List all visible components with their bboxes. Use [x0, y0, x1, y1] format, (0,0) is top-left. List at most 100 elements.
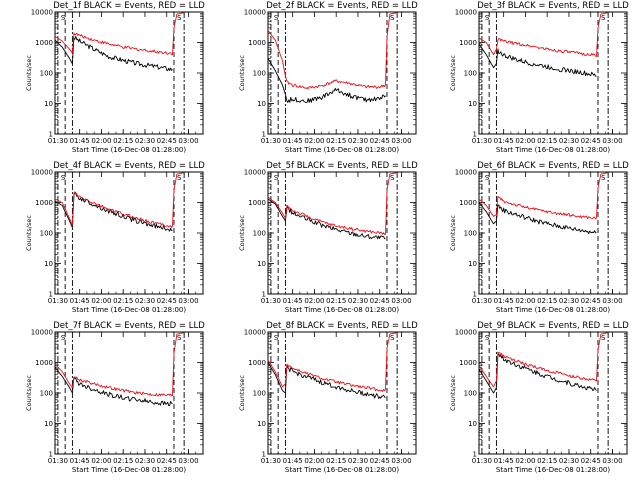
plot-frame [54, 11, 204, 135]
events-series-line [478, 43, 597, 77]
plot-frame [267, 171, 417, 295]
y-tick-label: 1 [49, 291, 53, 299]
y-tick-label: 10 [44, 260, 53, 268]
x-tick-label: 01:30 [48, 457, 68, 465]
x-tick-label: 02:15 [113, 297, 133, 305]
lld-series-line [478, 172, 609, 220]
y-tick-label: 1000 [35, 199, 53, 207]
y-tick-label: 10000 [31, 9, 53, 17]
x-tick-label: 02:45 [157, 137, 177, 145]
start-marker-label: S [61, 14, 66, 22]
y-axis-label: Counts/sec [449, 375, 457, 411]
x-tick-label: 01:30 [472, 457, 492, 465]
y-tick-label: 1 [473, 131, 477, 139]
chart-panel-3: Det_3f BLACK = Events, RED = LLD 1 10 100 10… [449, 1, 629, 154]
x-tick-label: 03:00 [178, 297, 198, 305]
x-tick-label: 02:15 [113, 137, 133, 145]
lld-series-line [478, 12, 609, 57]
start-marker-label: S [485, 174, 490, 182]
y-tick-label: 100 [40, 230, 53, 238]
x-tick-label: 01:45 [494, 297, 514, 305]
chart-panel-8: Det_8f BLACK = Events, RED = LLD 1 10 100 10… [238, 321, 418, 474]
y-axis-label: Counts/sec [238, 55, 246, 91]
y-tick-label: 10000 [244, 169, 266, 177]
y-tick-label: 10000 [31, 329, 53, 337]
start-marker-label: S [485, 334, 490, 342]
y-tick-label: 100 [464, 70, 477, 78]
y-axis-label: Counts/sec [449, 55, 457, 91]
chart-title: Det_9f BLACK = Events, RED = LLD [477, 321, 629, 331]
y-tick-label: 10 [468, 420, 477, 428]
x-axis-label: Start Time (16-Dec-08 01:28:00) [285, 466, 399, 474]
y-tick-label: 100 [464, 230, 477, 238]
x-tick-label: 02:45 [581, 297, 601, 305]
x-tick-label: 02:15 [326, 457, 346, 465]
x-tick-label: 01:45 [70, 297, 90, 305]
x-tick-label: 02:00 [91, 137, 111, 145]
y-tick-label: 1 [49, 451, 53, 459]
y-tick-label: 1 [49, 131, 53, 139]
start-marker-label: S [177, 174, 182, 182]
x-tick-label: 02:45 [581, 137, 601, 145]
start-marker-label: S [601, 334, 606, 342]
y-axis-label: Counts/sec [449, 215, 457, 251]
x-tick-label: 02:00 [91, 297, 111, 305]
y-tick-label: 10000 [244, 9, 266, 17]
x-tick-label: 02:15 [537, 457, 557, 465]
x-tick-label: 02:00 [304, 297, 324, 305]
x-tick-label: 02:00 [91, 457, 111, 465]
x-tick-label: 02:30 [135, 137, 155, 145]
y-tick-label: 1000 [248, 199, 266, 207]
start-marker-label: S [61, 174, 66, 182]
y-tick-label: 1000 [459, 199, 477, 207]
x-tick-label: 02:45 [581, 457, 601, 465]
start-marker-label: S [390, 174, 395, 182]
y-tick-label: 10 [468, 260, 477, 268]
y-tick-label: 100 [253, 70, 266, 78]
y-tick-label: 1000 [35, 39, 53, 47]
x-tick-label: 03:00 [178, 137, 198, 145]
x-tick-label: 01:30 [472, 137, 492, 145]
x-tick-label: 01:30 [261, 137, 281, 145]
x-tick-label: 01:45 [70, 457, 90, 465]
x-tick-label: 03:00 [391, 457, 411, 465]
y-tick-label: 1000 [459, 39, 477, 47]
y-axis-label: Counts/sec [25, 55, 33, 91]
y-tick-label: 1 [262, 291, 266, 299]
plot-frame [54, 171, 204, 295]
y-tick-label: 1000 [248, 39, 266, 47]
x-tick-label: 01:30 [261, 297, 281, 305]
chart-title: Det_3f BLACK = Events, RED = LLD [477, 1, 629, 11]
x-axis-label: Start Time (16-Dec-08 01:28:00) [72, 306, 186, 314]
x-tick-label: 03:00 [602, 297, 622, 305]
x-axis-label: Start Time (16-Dec-08 01:28:00) [496, 466, 610, 474]
x-tick-label: 02:45 [370, 297, 390, 305]
events-series-line [54, 35, 173, 72]
y-tick-label: 10000 [455, 329, 477, 337]
y-tick-label: 100 [253, 230, 266, 238]
x-tick-label: 03:00 [178, 457, 198, 465]
chart-title: Det_8f BLACK = Events, RED = LLD [266, 321, 418, 331]
x-axis-label: Start Time (16-Dec-08 01:28:00) [72, 146, 186, 154]
x-tick-label: 02:00 [515, 297, 535, 305]
chart-title: Det_1f BLACK = Events, RED = LLD [53, 1, 205, 11]
y-tick-label: 10000 [455, 169, 477, 177]
y-tick-label: 1000 [248, 359, 266, 367]
start-marker-label: S [390, 14, 395, 22]
y-axis-label: Counts/sec [238, 375, 246, 411]
start-marker-label: S [61, 334, 66, 342]
x-tick-label: 02:45 [157, 457, 177, 465]
y-tick-label: 100 [464, 390, 477, 398]
x-tick-label: 02:15 [537, 137, 557, 145]
chart-panel-4: Det_4f BLACK = Events, RED = LLD 1 10 100 10… [25, 161, 205, 314]
chart-title: Det_2f BLACK = Events, RED = LLD [266, 1, 418, 11]
x-tick-label: 03:00 [602, 457, 622, 465]
y-tick-label: 1000 [35, 359, 53, 367]
plot-frame [478, 11, 628, 135]
x-tick-label: 02:45 [157, 297, 177, 305]
x-tick-label: 02:30 [348, 297, 368, 305]
x-tick-label: 02:15 [326, 137, 346, 145]
y-tick-label: 10 [44, 420, 53, 428]
x-axis-label: Start Time (16-Dec-08 01:28:00) [285, 146, 399, 154]
